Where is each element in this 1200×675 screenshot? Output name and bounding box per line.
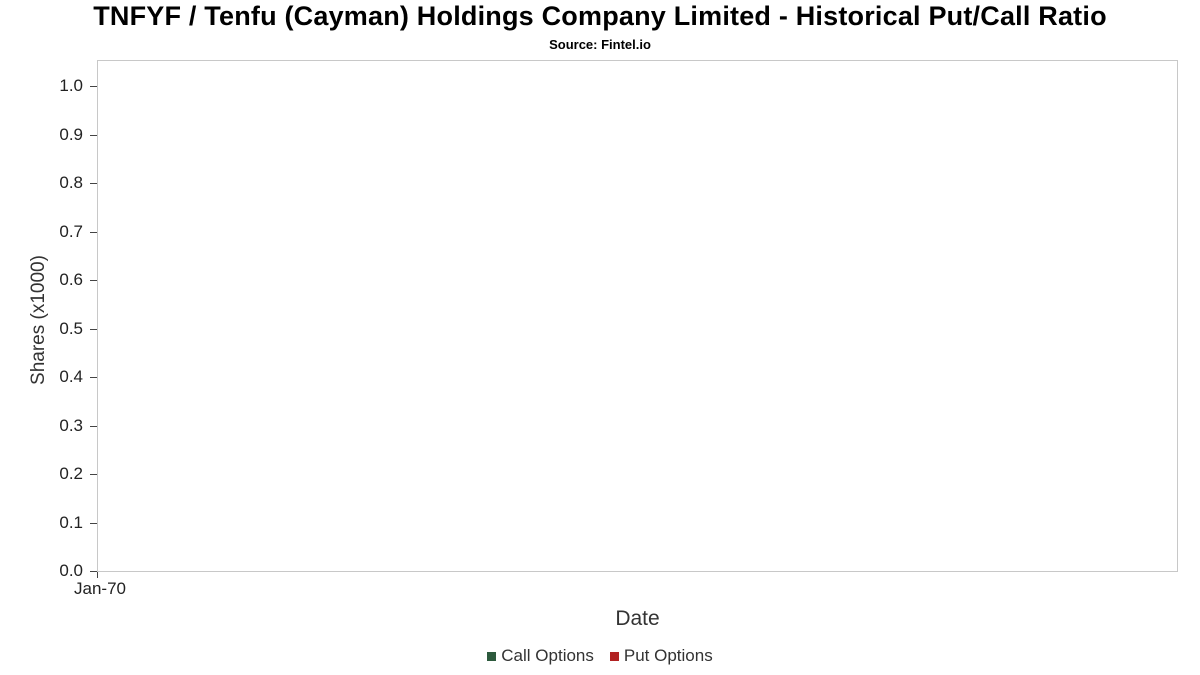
y-tick-mark [90, 231, 97, 233]
y-tick-label: 0.6 [59, 270, 83, 289]
legend-item-put-options[interactable]: Put Options [609, 646, 713, 666]
plot-area [97, 60, 1178, 572]
y-tick-label: 0.5 [59, 318, 83, 338]
y-tick-mark [90, 571, 97, 572]
y-tick-label: 1.0 [59, 76, 83, 95]
y-tick-mark [90, 425, 97, 427]
legend-swatch-icon [487, 651, 497, 661]
y-tick-mark [90, 86, 97, 87]
y-tick-label: 0.1 [59, 512, 83, 532]
x-tick-mark [97, 572, 98, 578]
y-tick-mark [90, 328, 97, 330]
x-axis-ticks: Jan-70 [74, 572, 1178, 600]
y-tick-mark [90, 280, 97, 281]
y-tick-label: 0.4 [59, 367, 83, 386]
x-axis-title: Date [615, 607, 660, 630]
y-axis-ticks: 0.0 0.1 0.2 0.3 0.4 0.5 0.6 0.7 0.8 0.9 1.0 [0, 60, 97, 580]
y-tick-mark [90, 474, 97, 475]
chart-legend: Call Options Put Options [0, 646, 1200, 666]
y-tick-mark [90, 134, 97, 136]
y-tick-label: 0.8 [59, 173, 83, 192]
y-tick-label: 0.7 [59, 221, 83, 241]
chart-subtitle: Source: Fintel.io [549, 37, 651, 52]
y-tick-mark [90, 522, 97, 524]
y-tick-label: 0.2 [59, 464, 83, 483]
chart-title: TNFYF / Tenfu (Cayman) Holdings Company … [93, 1, 1107, 31]
y-tick-label: 0.3 [59, 415, 83, 435]
y-tick-mark [90, 183, 97, 184]
y-tick-label: 0.0 [59, 561, 83, 580]
legend-swatch-icon [609, 651, 619, 661]
y-tick-label: 0.9 [59, 124, 83, 144]
legend-label: Call Options [501, 646, 594, 665]
x-tick-label: Jan-70 [74, 579, 126, 598]
legend-item-call-options[interactable]: Call Options [487, 646, 594, 666]
legend-label: Put Options [623, 646, 713, 665]
y-tick-mark [90, 377, 97, 378]
